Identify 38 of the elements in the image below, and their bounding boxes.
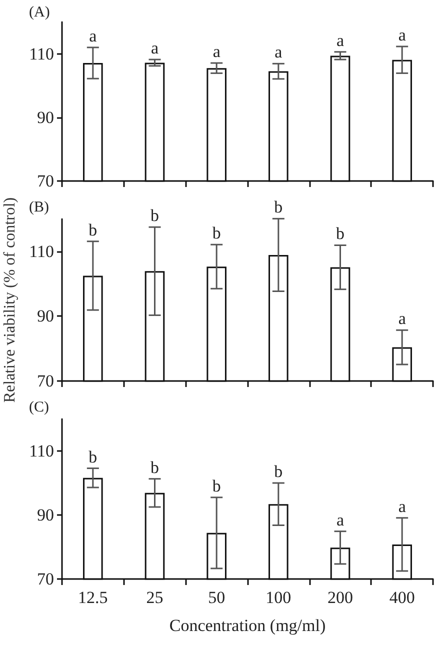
x-tick-label: 200 xyxy=(328,588,353,607)
chart-title: (C) xyxy=(29,400,49,416)
x-axis-title: Concentration (mg/ml) xyxy=(169,616,326,635)
annotation: a xyxy=(398,25,406,44)
annotation: b xyxy=(88,220,98,240)
chart-title: (A) xyxy=(29,4,50,20)
annotation: a xyxy=(274,42,283,62)
y-tick-label: 110 xyxy=(29,442,54,460)
y-tick-label: 90 xyxy=(37,108,54,127)
y-tick-label: 110 xyxy=(29,44,54,64)
y-tick-label: 90 xyxy=(37,506,54,524)
annotation: a xyxy=(89,26,98,46)
x-tick-label: 100 xyxy=(266,588,292,607)
annotation: b xyxy=(212,224,221,243)
annotation: a xyxy=(398,309,406,328)
x-tick-label: 400 xyxy=(389,588,415,607)
y-axis-title: Relative viability (% of control) xyxy=(1,197,20,403)
annotation: b xyxy=(336,224,344,244)
annotation: a xyxy=(336,510,344,530)
annotation: b xyxy=(150,458,159,477)
annotation: b xyxy=(212,476,221,496)
annotation: b xyxy=(274,462,283,481)
y-tick-label: 70 xyxy=(37,172,54,190)
annotation: b xyxy=(88,447,98,466)
y-tick-label: 70 xyxy=(37,570,54,588)
y-tick-label: 70 xyxy=(37,372,54,390)
x-tick-label: 25 xyxy=(146,588,164,607)
annotation: a xyxy=(336,30,344,50)
x-tick-label: 12.5 xyxy=(78,588,108,607)
x-tick-label: 50 xyxy=(208,588,226,607)
annotation: a xyxy=(150,38,159,58)
y-tick-label: 110 xyxy=(29,242,54,261)
y-tick-label: 90 xyxy=(37,306,54,326)
annotation: a xyxy=(212,42,221,62)
chart-title: (B) xyxy=(29,200,49,216)
annotation: b xyxy=(274,198,283,217)
annotation: a xyxy=(398,496,406,516)
annotation: b xyxy=(150,206,159,226)
